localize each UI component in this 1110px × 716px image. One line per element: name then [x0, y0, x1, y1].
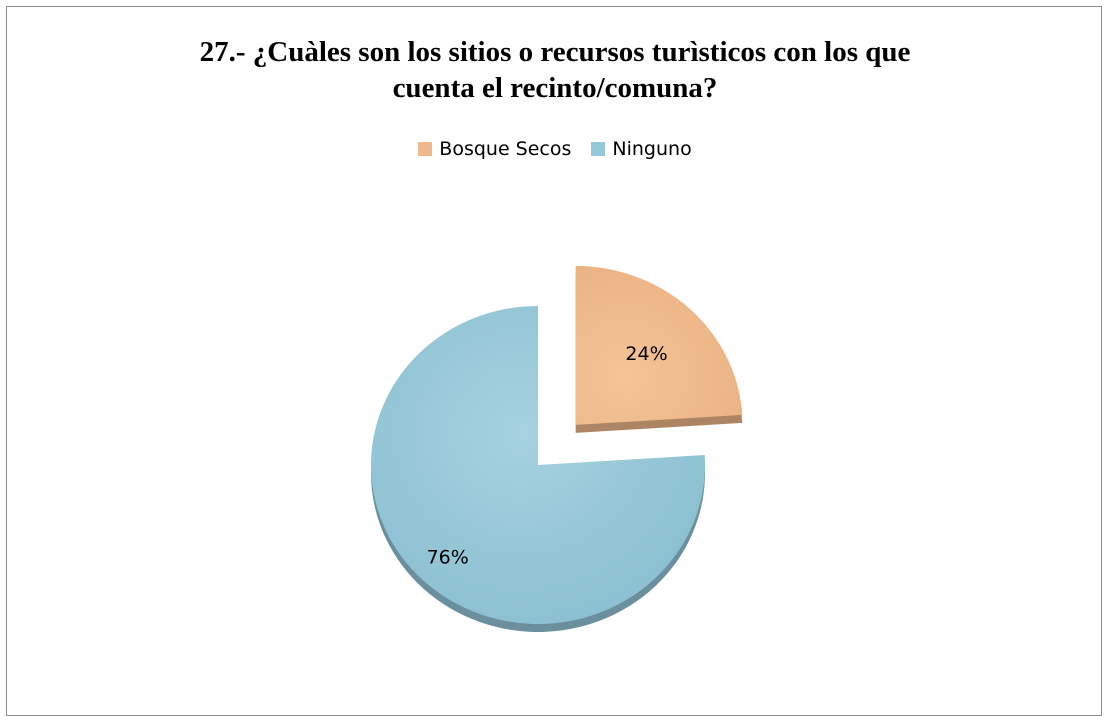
- pie-slice-bosque-secos: [575, 265, 743, 425]
- legend-label: Ninguno: [612, 138, 692, 160]
- legend-swatch: [418, 142, 433, 156]
- pie-slice-ninguno: [371, 306, 705, 625]
- chart-title-line1: 27.- ¿Cuàles son los sitios o recursos t…: [199, 36, 911, 68]
- data-label-ninguno: 76%: [427, 547, 469, 569]
- legend-item-ninguno: Ninguno: [591, 138, 692, 160]
- legend-label: Bosque Secos: [439, 138, 572, 160]
- chart-title: 27.- ¿Cuàles son los sitios o recursos t…: [0, 34, 1110, 106]
- chart-title-line2: cuenta el recinto/comuna?: [392, 72, 718, 104]
- data-label-bosque-secos: 24%: [625, 343, 667, 365]
- legend-swatch: [591, 142, 606, 156]
- chart-legend: Bosque Secos Ninguno: [0, 138, 1110, 160]
- legend-item-bosque-secos: Bosque Secos: [418, 138, 571, 160]
